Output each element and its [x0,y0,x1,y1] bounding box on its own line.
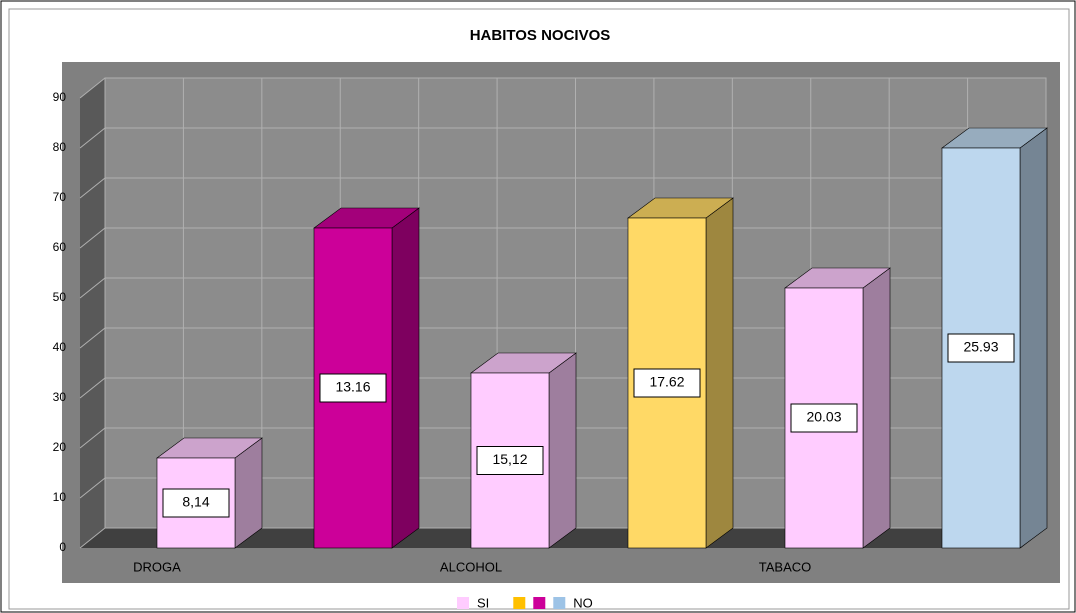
side-grid-line [79,277,106,299]
bar-label-box [633,368,701,398]
side-grid-line [79,327,106,349]
side-grid-line [79,477,106,499]
side-grid-line [79,377,106,399]
x-tick-label: DROGA [133,559,181,574]
x-tick-label: TABACO [759,559,812,574]
side-grid-line [79,527,106,549]
bar-label-box [319,373,387,403]
side-grid-line [79,127,106,149]
side-grid-line [79,427,106,449]
bar-side [705,197,734,549]
bar-label-box [947,333,1015,363]
legend-label: SI [477,595,489,610]
side-grid-line [79,177,106,199]
bar-label: 8,14 [182,494,209,510]
y-tick-label: 30 [53,390,67,404]
y-tick-label: 50 [53,290,67,304]
bar-side [862,267,891,549]
bar-side [548,352,577,549]
y-tick-label: 10 [53,490,67,504]
bar-label: 25.93 [963,339,998,355]
y-tick-label: 70 [53,190,67,204]
y-tick-label: 0 [59,540,66,554]
bar-label: 20.03 [806,409,841,425]
bar-label: 15,12 [492,451,527,467]
bar-side [1019,127,1048,549]
legend-swatch [553,597,566,609]
bar-label-box [790,403,858,433]
bar-side [391,207,420,549]
legend-swatch [457,597,469,609]
legend-label: NO [573,595,593,610]
x-tick-label: ALCOHOL [440,559,502,574]
side-wall [80,78,105,548]
bar-label-box [476,446,544,475]
bar-label: 17.62 [649,374,684,390]
bar-label: 13.16 [335,379,370,395]
side-grid-line [79,77,106,99]
y-tick-label: 60 [53,240,67,254]
side-grid-line [79,227,106,249]
y-tick-label: 40 [53,340,67,354]
y-tick-label: 90 [53,90,67,104]
bar-label-box [162,488,230,518]
y-tick-label: 80 [53,140,67,154]
legend-swatch [513,597,526,609]
y-tick-label: 20 [53,440,67,454]
legend-swatch [533,597,546,609]
chart-title: HABITOS NOCIVOS [470,27,611,44]
